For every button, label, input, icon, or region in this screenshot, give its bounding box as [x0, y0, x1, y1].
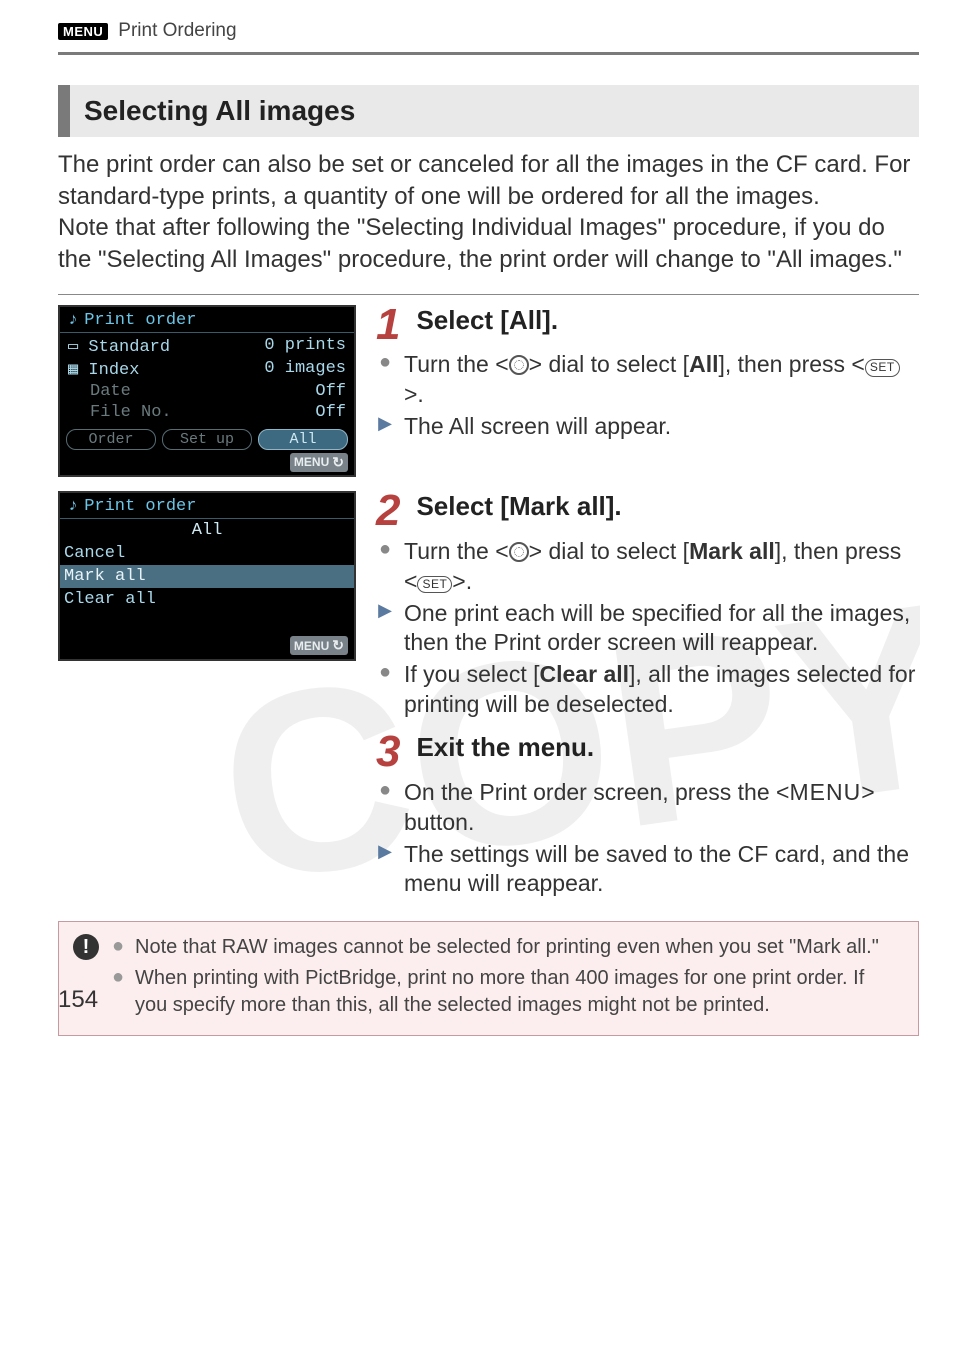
lcd2-title: ♪ Print order: [60, 493, 354, 519]
lcd-list-item: Clear all: [60, 588, 354, 611]
lcd2-items: CancelMark allClear all: [60, 542, 354, 611]
step-2: ♪ Print order All CancelMark allClear al…: [58, 491, 919, 722]
print-glyph-icon: ♪: [68, 497, 78, 516]
bullet-item: ●Turn the <> dial to select [All], then …: [376, 350, 919, 410]
step-2-bullets: ●Turn the <> dial to select [Mark all], …: [376, 537, 919, 720]
lcd1-buttons: Order Set up All: [60, 425, 354, 452]
lcd1-footer: MENU↻: [60, 452, 354, 476]
warning-item: ●When printing with PictBridge, print no…: [109, 965, 902, 1019]
bullet-item: ●Turn the <> dial to select [Mark all], …: [376, 537, 919, 597]
warning-item: ●Note that RAW images cannot be selected…: [109, 934, 902, 961]
dial-icon: [509, 542, 529, 562]
divider: [58, 294, 919, 295]
section-heading-text: Selecting All images: [84, 95, 905, 127]
lcd1-title-text: Print order: [84, 311, 196, 330]
print-glyph-icon: ♪: [68, 311, 78, 330]
menu-return-icon: MENU↻: [290, 453, 348, 472]
step-2-heading: Select [Mark all].: [416, 491, 621, 521]
step-1-heading: Select [All].: [416, 305, 558, 335]
intro-paragraph-2: Note that after following the "Selecting…: [58, 212, 919, 275]
step-1: ♪ Print order ▭ Standard0 prints▦ Index0…: [58, 305, 919, 478]
bullet-item: ▶The All screen will appear.: [376, 412, 919, 442]
lcd2-title-text: Print order: [84, 497, 196, 516]
dial-icon: [509, 355, 529, 375]
lcd-print-order: ♪ Print order ▭ Standard0 prints▦ Index0…: [58, 305, 356, 478]
section-heading: Selecting All images: [58, 85, 919, 137]
lcd2-subtitle: All: [60, 519, 354, 542]
lcd-button: Order: [66, 429, 156, 450]
lcd2-footer: MENU↻: [60, 635, 354, 659]
header-rule: [58, 52, 919, 55]
warning-list: ●Note that RAW images cannot be selected…: [109, 934, 902, 1023]
step-number-2: 2: [376, 491, 410, 531]
menu-badge: MENU: [58, 23, 108, 40]
bullet-item: ●On the Print order screen, press the <M…: [376, 778, 919, 838]
lcd-list-item: Cancel: [60, 542, 354, 565]
step-number-3: 3: [376, 732, 410, 772]
lcd-all-menu: ♪ Print order All CancelMark allClear al…: [58, 491, 356, 661]
step-3-heading: Exit the menu.: [416, 732, 594, 762]
warning-icon: !: [73, 934, 99, 960]
page-number: 154: [58, 986, 98, 1014]
header-title: Print Ordering: [118, 20, 236, 42]
lcd1-body: ▭ Standard0 prints▦ Index0 images DateOf…: [60, 333, 354, 425]
step-3-bullets: ●On the Print order screen, press the <M…: [376, 778, 919, 900]
lcd1-title: ♪ Print order: [60, 307, 354, 333]
page-header: MENU Print Ordering: [0, 0, 954, 48]
lcd-button: Set up: [162, 429, 252, 450]
bullet-item: ▶One print each will be specified for al…: [376, 599, 919, 659]
step-1-bullets: ●Turn the <> dial to select [All], then …: [376, 350, 919, 442]
step-3: 3 Exit the menu. ●On the Print order scr…: [58, 732, 919, 901]
step-number-1: 1: [376, 305, 410, 345]
warning-box: ! ●Note that RAW images cannot be select…: [58, 921, 919, 1036]
set-icon: SET: [865, 359, 900, 377]
intro-paragraph-1: The print order can also be set or cance…: [58, 149, 919, 212]
lcd-button: All: [258, 429, 348, 450]
lcd-list-item: Mark all: [60, 565, 354, 588]
bullet-item: ▶The settings will be saved to the CF ca…: [376, 840, 919, 900]
menu-return-icon: MENU↻: [290, 636, 348, 655]
bullet-item: ●If you select [Clear all], all the imag…: [376, 660, 919, 720]
set-icon: SET: [417, 576, 452, 594]
